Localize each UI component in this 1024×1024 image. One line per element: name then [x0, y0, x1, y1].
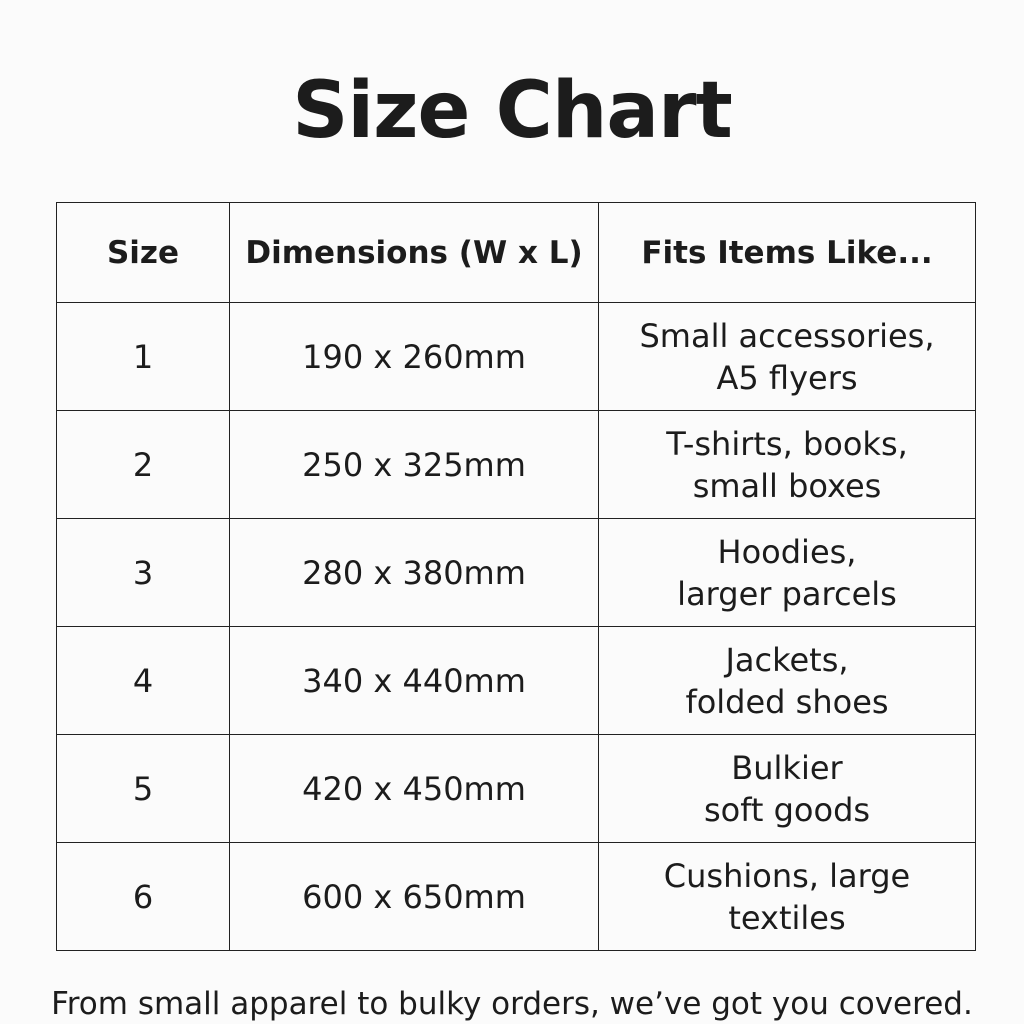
fits-cell: Cushions, large textiles [598, 842, 976, 951]
fits-line: Small accessories, [639, 316, 935, 355]
table-row: 6 600 x 650mm Cushions, large textiles [56, 842, 976, 951]
table-row: 1 190 x 260mm Small accessories, A5 flyers [56, 302, 976, 411]
size-cell: 6 [56, 842, 230, 951]
header-dimensions: Dimensions (W x L) [229, 202, 599, 303]
table-row: 4 340 x 440mm Jackets, folded shoes [56, 626, 976, 735]
table-row: 3 280 x 380mm Hoodies, larger parcels [56, 518, 976, 627]
footer-text: From small apparel to bulky orders, we’v… [51, 986, 973, 1022]
fits-cell: Bulkier soft goods [598, 734, 976, 843]
dimensions-cell: 280 x 380mm [229, 518, 599, 627]
fits-line: Bulkier [731, 748, 843, 787]
fits-line: small boxes [692, 466, 882, 505]
page-title: Size Chart [292, 66, 733, 156]
dimensions-cell: 340 x 440mm [229, 626, 599, 735]
size-cell: 2 [56, 410, 230, 519]
header-size: Size [56, 202, 230, 303]
fits-line: A5 flyers [716, 358, 858, 397]
header-fits: Fits Items Like... [598, 202, 976, 303]
fits-line: soft goods [703, 790, 871, 829]
size-table: Size Dimensions (W x L) Fits Items Like.… [56, 202, 976, 951]
table-row: 2 250 x 325mm T-shirts, books, small boxes [56, 410, 976, 519]
dimensions-cell: 250 x 325mm [229, 410, 599, 519]
fits-cell: Hoodies, larger parcels [598, 518, 976, 627]
fits-line: Cushions, large [663, 856, 911, 895]
fits-cell: T-shirts, books, small boxes [598, 410, 976, 519]
size-cell: 1 [56, 302, 230, 411]
fits-line: T-shirts, books, [666, 424, 908, 463]
size-cell: 3 [56, 518, 230, 627]
fits-line: textiles [728, 898, 846, 937]
fits-line: folded shoes [685, 682, 889, 721]
size-cell: 4 [56, 626, 230, 735]
fits-line: larger parcels [677, 574, 897, 613]
dimensions-cell: 420 x 450mm [229, 734, 599, 843]
size-cell: 5 [56, 734, 230, 843]
dimensions-cell: 600 x 650mm [229, 842, 599, 951]
fits-line: Jackets, [725, 640, 849, 679]
fits-cell: Jackets, folded shoes [598, 626, 976, 735]
fits-cell: Small accessories, A5 flyers [598, 302, 976, 411]
table-header: Size Dimensions (W x L) Fits Items Like.… [56, 202, 976, 303]
fits-line: Hoodies, [717, 532, 857, 571]
table-row: 5 420 x 450mm Bulkier soft goods [56, 734, 976, 843]
dimensions-cell: 190 x 260mm [229, 302, 599, 411]
